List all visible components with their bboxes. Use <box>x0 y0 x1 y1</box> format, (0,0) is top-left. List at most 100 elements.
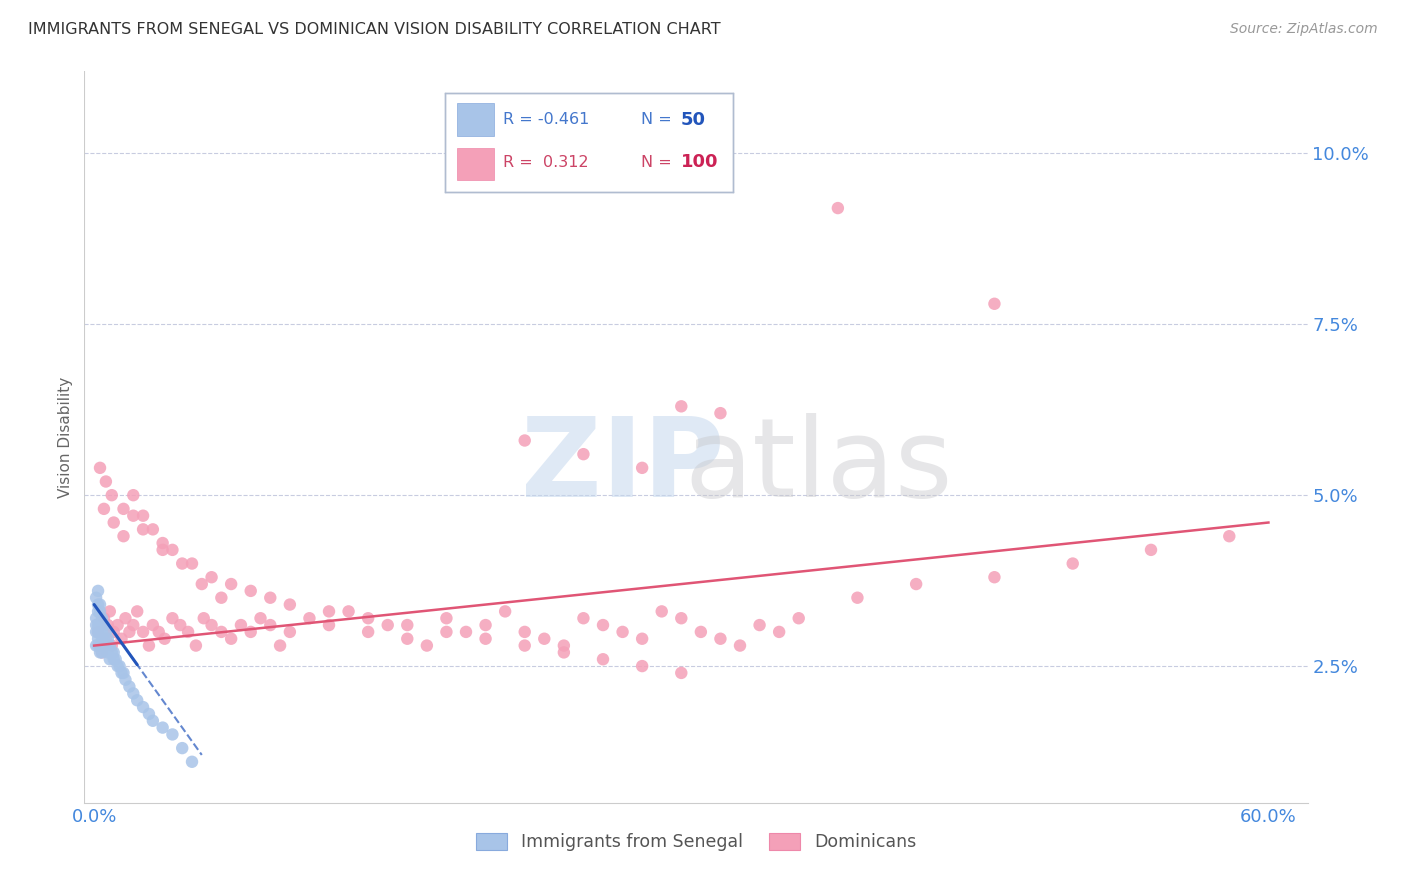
Point <box>87 604 110 618</box>
Point <box>572 447 595 461</box>
Point <box>572 611 595 625</box>
Point <box>592 618 614 632</box>
Point <box>107 618 129 632</box>
Point <box>239 583 262 598</box>
Point <box>396 632 419 646</box>
Point <box>709 632 731 646</box>
Point <box>103 652 125 666</box>
Point <box>689 624 711 639</box>
Point <box>533 632 555 646</box>
Point <box>93 639 115 653</box>
Point <box>118 624 141 639</box>
Point <box>122 618 145 632</box>
Point <box>162 727 184 741</box>
Point <box>89 639 111 653</box>
Point <box>132 508 155 523</box>
Point <box>278 598 301 612</box>
Point <box>153 632 176 646</box>
Text: IMMIGRANTS FROM SENEGAL VS DOMINICAN VISION DISABILITY CORRELATION CHART: IMMIGRANTS FROM SENEGAL VS DOMINICAN VIS… <box>28 22 721 37</box>
Point <box>631 460 654 475</box>
Point <box>209 591 232 605</box>
Point <box>122 686 145 700</box>
Point <box>184 639 207 653</box>
Point <box>905 577 928 591</box>
Point <box>728 639 751 653</box>
Point <box>152 721 174 735</box>
Point <box>553 639 575 653</box>
Point <box>97 632 120 646</box>
Point <box>846 591 869 605</box>
Point <box>87 598 110 612</box>
Point <box>249 611 271 625</box>
Point <box>98 639 121 653</box>
Point <box>93 618 115 632</box>
Point <box>357 624 380 639</box>
Point <box>103 645 125 659</box>
Point <box>983 297 1005 311</box>
Point <box>827 201 849 215</box>
Point <box>553 645 575 659</box>
Point <box>84 611 107 625</box>
Point <box>177 624 200 639</box>
Point <box>671 400 693 414</box>
Point <box>592 652 614 666</box>
Point <box>91 632 114 646</box>
Point <box>98 652 121 666</box>
Point <box>100 488 122 502</box>
Point <box>1140 542 1163 557</box>
Point <box>114 611 136 625</box>
Point <box>127 693 149 707</box>
Point <box>436 624 458 639</box>
Point <box>318 618 340 632</box>
Point <box>97 645 120 659</box>
Point <box>84 624 107 639</box>
Y-axis label: Vision Disability: Vision Disability <box>58 376 73 498</box>
Text: Source: ZipAtlas.com: Source: ZipAtlas.com <box>1230 22 1378 37</box>
Point <box>162 611 184 625</box>
Point <box>114 673 136 687</box>
Point <box>94 475 117 489</box>
Point <box>87 632 110 646</box>
Point <box>651 604 673 618</box>
Point <box>122 508 145 523</box>
Point <box>103 516 125 530</box>
Point <box>142 522 165 536</box>
Point <box>787 611 810 625</box>
Point <box>89 645 111 659</box>
Point <box>298 611 321 625</box>
Point <box>91 624 114 639</box>
Point <box>200 618 222 632</box>
Point <box>98 604 121 618</box>
Point <box>357 611 380 625</box>
Point <box>94 624 117 639</box>
Point <box>118 680 141 694</box>
Point <box>89 598 111 612</box>
Point <box>84 618 107 632</box>
Point <box>513 639 536 653</box>
Point <box>152 536 174 550</box>
Point <box>132 700 155 714</box>
Point <box>631 632 654 646</box>
Point <box>91 645 114 659</box>
Point <box>671 611 693 625</box>
Point <box>768 624 790 639</box>
Point <box>91 611 114 625</box>
Point <box>436 611 458 625</box>
Point <box>200 570 222 584</box>
Point <box>87 624 110 639</box>
Point <box>513 624 536 639</box>
Legend: Immigrants from Senegal, Dominicans: Immigrants from Senegal, Dominicans <box>467 824 925 860</box>
Point <box>193 611 215 625</box>
Point <box>84 639 107 653</box>
Point <box>219 632 242 646</box>
Point <box>132 522 155 536</box>
Point <box>138 706 160 721</box>
Point <box>112 665 135 680</box>
Point <box>84 591 107 605</box>
Point <box>142 714 165 728</box>
Point <box>127 604 149 618</box>
Point <box>89 639 111 653</box>
Point <box>1062 557 1084 571</box>
Point <box>110 632 132 646</box>
Point <box>396 618 419 632</box>
